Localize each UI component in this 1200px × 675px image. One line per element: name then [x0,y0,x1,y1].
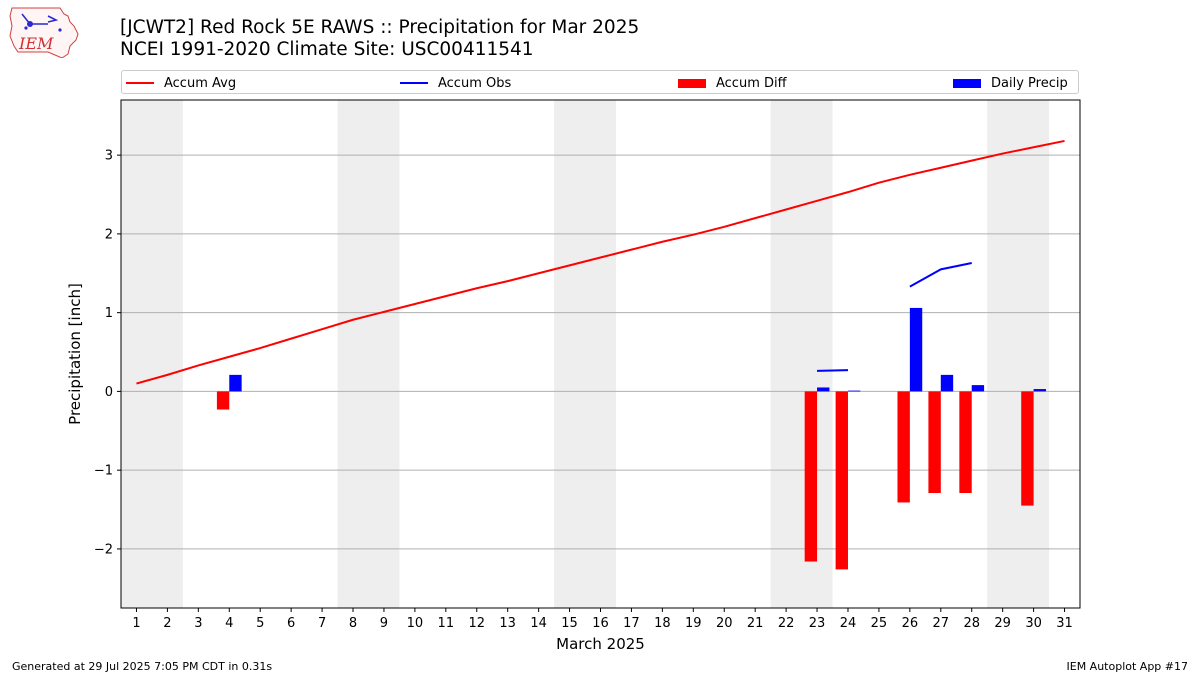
x-tick-label: 29 [994,616,1011,631]
legend-item-accum-avg: Accum Avg [126,74,236,92]
bar-accum-diff [216,391,230,410]
x-tick-label: 18 [654,616,671,631]
chart-title: [JCWT2] Red Rock 5E RAWS :: Precipitatio… [120,17,640,38]
legend-label: Daily Precip [991,75,1068,91]
x-tick-label: 2 [163,616,171,631]
legend-swatch [678,78,706,88]
legend-item-accum-obs: Accum Obs [400,74,511,92]
bar-accum-diff [835,391,848,570]
bar-accum-diff [804,391,818,562]
bar-daily-precip [940,374,954,392]
x-tick-label: 14 [530,616,547,631]
x-tick-label: 15 [561,616,578,631]
x-tick-label: 10 [407,616,424,631]
weekend-shade [554,100,616,608]
x-tick-label: 11 [438,616,455,631]
legend-item-accum-diff: Accum Diff [678,74,787,92]
bar-daily-precip [909,307,923,392]
legend-label: Accum Avg [164,75,237,91]
x-tick-label: 1 [132,616,140,631]
weekend-shade [987,100,1050,608]
x-tick-label: 20 [716,616,733,631]
x-tick-label: 19 [685,616,702,631]
legend-swatch [400,82,428,84]
x-tick-label: 5 [256,616,264,631]
chart-subtitle: NCEI 1991-2020 Climate Site: USC00411541 [120,39,534,60]
x-tick-label: 26 [902,616,919,631]
legend-swatch [126,82,154,84]
x-tick-label: 8 [349,616,357,631]
x-tick-label: 31 [1056,616,1073,631]
y-tick-label: 0 [105,385,113,400]
x-tick-label: 13 [499,616,516,631]
x-tick-label: 16 [592,616,609,631]
y-tick-label: 2 [105,227,113,242]
x-tick-label: 3 [194,616,202,631]
bar-daily-precip [971,385,985,392]
footer-generated: Generated at 29 Jul 2025 7:05 PM CDT in … [12,660,273,673]
x-tick-label: 6 [287,616,295,631]
weekend-shade [337,100,400,608]
legend-swatch [953,78,981,88]
x-tick-label: 4 [225,616,233,631]
bar-accum-diff [959,391,972,494]
legend-label: Accum Obs [438,75,512,91]
weekend-shade [770,100,833,608]
iem-logo: IEM [9,7,79,58]
bar-daily-precip [847,390,861,392]
x-tick-label: 25 [871,616,888,631]
bar-daily-precip [817,387,830,392]
legend: Accum Avg Accum Obs Accum Diff Daily Pre… [121,70,1079,94]
x-tick-label: 22 [778,616,795,631]
series-line-accum-obs [817,369,849,372]
bar-daily-precip [229,374,242,392]
bar-accum-diff [1021,391,1034,506]
bar-accum-diff [897,391,910,503]
series-line-accum-obs [909,262,972,288]
x-tick-label: 30 [1025,616,1042,631]
x-tick-label: 23 [809,616,826,631]
bar-daily-precip [1033,389,1046,392]
x-tick-label: 21 [747,616,764,631]
bar-accum-diff [928,391,941,494]
footer-app: IEM Autoplot App #17 [1066,660,1189,673]
y-tick-label: −1 [94,464,113,479]
x-tick-label: 7 [318,616,326,631]
x-axis-label: March 2025 [556,635,645,653]
legend-label: Accum Diff [716,75,787,91]
y-tick-label: 3 [105,149,113,164]
x-tick-label: 17 [623,616,640,631]
legend-item-daily-precip: Daily Precip [953,74,1068,92]
x-tick-label: 27 [933,616,950,631]
svg-text:IEM: IEM [18,34,54,53]
y-tick-label: 1 [105,306,113,321]
weekend-shade [121,100,183,608]
series-line-accum-avg [136,139,1065,385]
x-tick-label: 24 [840,616,857,631]
y-tick-label: −2 [94,542,113,557]
x-tick-label: 9 [380,616,388,631]
x-tick-label: 28 [963,616,980,631]
x-tick-label: 12 [468,616,485,631]
y-axis-label: Precipitation [inch] [66,283,84,425]
